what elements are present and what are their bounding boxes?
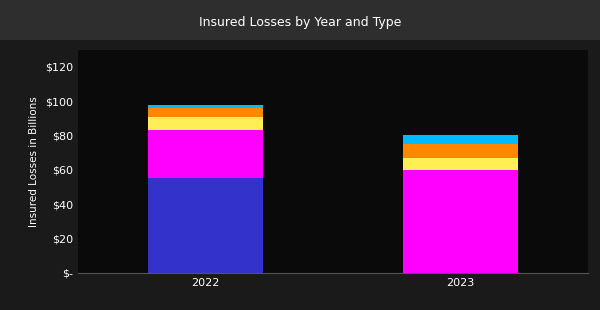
Bar xyxy=(403,144,518,158)
Bar xyxy=(148,104,263,108)
Y-axis label: Insured Losses in Billions: Insured Losses in Billions xyxy=(29,96,40,227)
Text: Insured Losses by Year and Type: Insured Losses by Year and Type xyxy=(199,16,401,29)
Bar xyxy=(148,108,263,117)
Bar xyxy=(148,130,263,178)
Bar xyxy=(403,170,518,273)
Bar xyxy=(403,158,518,170)
Bar xyxy=(148,117,263,130)
Bar xyxy=(148,178,263,273)
Bar xyxy=(403,135,518,144)
